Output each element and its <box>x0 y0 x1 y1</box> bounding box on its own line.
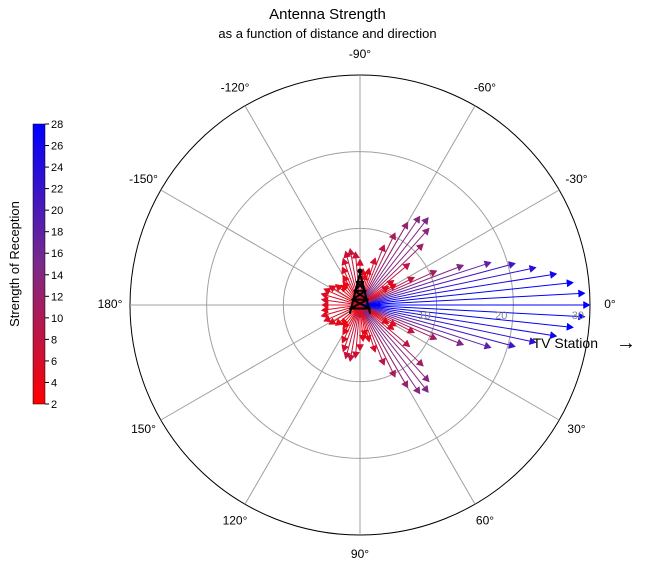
arrow-head <box>550 271 557 278</box>
colorbar-tick-label: 22 <box>51 184 63 196</box>
arrow-head <box>578 290 585 297</box>
radial-tick-label: 10 <box>418 310 430 322</box>
arrow-head <box>456 339 463 346</box>
colorbar-tick-label: 20 <box>51 205 63 217</box>
arrow-shaft <box>360 294 579 305</box>
colorbar-label: Strength of Reception <box>7 201 22 327</box>
polar-chart: 0° 30° 60° 90° 120° 150° 180° -150° -120° -90° -60… <box>0 0 655 572</box>
arrow-head <box>508 342 515 349</box>
angle-tick-label: 0° <box>604 297 616 311</box>
tv-station-label: TV Station <box>533 335 598 351</box>
angle-tick-label: 30° <box>567 422 585 436</box>
angle-tick-label: -30° <box>565 172 587 186</box>
arrow-head <box>413 387 420 394</box>
colorbar-tick-label: 28 <box>51 119 63 131</box>
angle-tick-label: -150° <box>129 172 158 186</box>
angle-tick-label: -60° <box>474 81 496 95</box>
arrow-shaft <box>360 305 579 316</box>
colorbar-tick-label: 16 <box>51 248 63 260</box>
colorbar-tick-label: 18 <box>51 227 63 239</box>
angle-tick-label: 150° <box>131 422 156 436</box>
colorbar-tick-label: 14 <box>51 270 63 282</box>
arrow-head <box>379 245 386 252</box>
arrow-head <box>379 358 386 365</box>
angle-tick-label: 90° <box>351 547 369 561</box>
arrow-head <box>584 301 591 308</box>
colorbar-tick-label: 10 <box>51 313 63 325</box>
arrow-head <box>567 280 574 287</box>
colorbar-tick-label: 8 <box>51 334 57 346</box>
arrow-head <box>422 385 429 392</box>
colorbar <box>33 124 45 404</box>
arrow-head <box>403 340 410 347</box>
arrow-head <box>356 259 363 266</box>
angle-tick-label: 180° <box>98 297 123 311</box>
radial-tick-label: 30 <box>572 310 584 322</box>
arrow-head <box>403 263 410 270</box>
arrow-head <box>422 217 429 224</box>
radial-tick-label: 20 <box>495 310 507 322</box>
angle-tick-label: 120° <box>223 514 248 528</box>
arrow-head <box>484 261 491 268</box>
colorbar-tick-label: 4 <box>51 377 57 389</box>
colorbar-tick-label: 24 <box>51 162 63 174</box>
angle-tick-label: -90° <box>349 47 371 61</box>
arrow-head <box>413 216 420 223</box>
colorbar-tick-label: 6 <box>51 356 57 368</box>
chart-title-line2: as a function of distance and direction <box>0 26 655 41</box>
arrow-head <box>567 323 574 330</box>
tv-station-arrow-icon: → <box>616 332 636 354</box>
arrow-head <box>356 345 363 352</box>
arrow-head <box>484 342 491 349</box>
colorbar-tick-label: 2 <box>51 399 57 411</box>
arrow-head <box>370 258 377 265</box>
arrow-head <box>508 262 515 269</box>
angle-tick-label: -120° <box>221 81 250 95</box>
colorbar-tick-label: 26 <box>51 141 63 153</box>
chart-title-line1: Antenna Strength <box>0 6 655 23</box>
colorbar-tick-label: 12 <box>51 291 63 303</box>
arrow-head <box>529 265 536 272</box>
antenna-icon <box>358 269 363 274</box>
angle-tick-label: 60° <box>476 514 494 528</box>
arrow-head <box>370 345 377 352</box>
arrow-head <box>456 264 463 271</box>
